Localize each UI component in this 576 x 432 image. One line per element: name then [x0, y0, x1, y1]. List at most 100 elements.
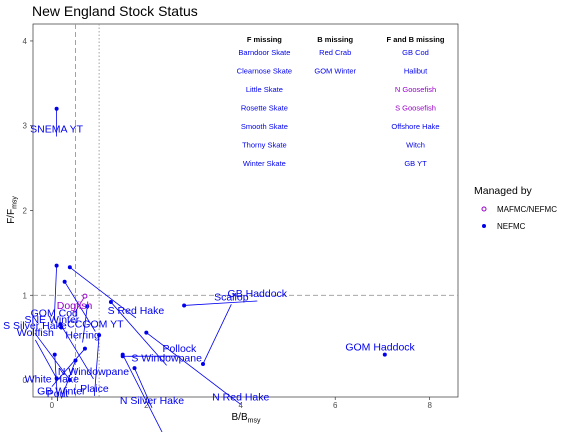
x-axis-ticks: 0 2 4 6 8: [50, 397, 432, 410]
x-tick-label: 6: [333, 401, 338, 410]
legend: Managed by MAFMC/NEFMC NEFMC: [474, 185, 557, 231]
table-item-thorny-skate: Thorny Skate: [242, 141, 287, 150]
y-tick-label: 3: [23, 122, 28, 131]
label-wolffish: Wolffish: [17, 327, 54, 339]
x-axis-title-sub: msy: [248, 418, 261, 425]
point-ccgom-yt: [62, 279, 67, 284]
y-axis-ticks: 0 1 2 3 4: [23, 37, 33, 385]
legend-label-nefmc: NEFMC: [497, 222, 526, 231]
label-snema-yt: SNEMA YT: [30, 124, 83, 136]
connector-herring: [82, 306, 88, 343]
legend-items: MAFMC/NEFMC NEFMC: [481, 205, 557, 231]
table-item-smooth-skate: Smooth Skate: [241, 122, 288, 131]
connector-dogfish: [74, 295, 86, 314]
data-points: [52, 106, 387, 383]
label-white-hake: White Hake: [25, 374, 79, 386]
point-n-windowpane: [58, 322, 63, 327]
table-item-witch: Witch: [406, 141, 425, 150]
point-dogfish: [82, 293, 88, 299]
point-pout: [52, 352, 57, 357]
legend-key-mafmc-nefmc: [481, 206, 487, 212]
label-sne-winter: SNE Winter: [24, 314, 79, 326]
label-connectors: [34, 108, 258, 432]
connector-n-red-hake: [146, 332, 242, 405]
label-gb-winter: GB Winter: [37, 385, 86, 397]
legend-label-mafmc-nefmc: MAFMC/NEFMC: [497, 205, 557, 214]
point-s-silver-hake: [67, 378, 72, 383]
label-herring: Herring: [65, 330, 100, 342]
table-item-n-goosefish: N Goosefish: [395, 85, 436, 94]
label-gom-cod: GOM Cod: [31, 307, 78, 319]
connector-s-windowpane: [110, 301, 167, 366]
table-item-halibut: Halibut: [404, 67, 428, 76]
point-herring: [85, 304, 90, 309]
connector-s-red-hake: [69, 266, 137, 319]
label-dogfish: Dogfish: [57, 300, 93, 312]
label-gb-haddock: GB Haddock: [228, 288, 288, 300]
point-n-silver-hake: [132, 366, 137, 371]
y-tick-label: 1: [23, 291, 28, 300]
point-s-windowpane: [108, 300, 113, 305]
table-header-f-and-b-missing: F and B missing: [387, 35, 445, 44]
point-scallop: [201, 361, 205, 366]
connector-scallop: [202, 304, 232, 365]
table-item-winter-skate: Winter Skate: [243, 159, 286, 168]
reference-lines: [33, 24, 458, 397]
table-item-barndoor-skate: Barndoor Skate: [238, 48, 290, 57]
point-gb-haddock: [182, 303, 187, 308]
connector-n-silver-hake: [134, 368, 153, 408]
y-axis-title-main: F/F: [6, 209, 17, 224]
label-scallop: Scallop: [214, 291, 249, 303]
table-item-clearnose-skate: Clearnose Skate: [237, 67, 292, 76]
point-n-red-hake: [144, 330, 149, 335]
table-item-rosette-skate: Rosette Skate: [241, 104, 288, 113]
point-gom-haddock: [382, 352, 387, 357]
label-s-silver-hake: S Silver Hake: [3, 320, 67, 332]
x-axis-title-main: B/B: [232, 412, 248, 423]
table-header-f-missing: F missing: [247, 35, 282, 44]
label-n-red-hake: N Red Hake: [212, 391, 269, 403]
y-axis-title-sub: msy: [12, 196, 19, 209]
legend-key-nefmc: [482, 224, 486, 228]
table-item-little-skate: Little Skate: [246, 85, 283, 94]
y-tick-label: 0: [23, 376, 28, 385]
label-s-windowpane: S Windowpane: [131, 352, 202, 364]
point-snema-yt: [54, 106, 59, 111]
point-white-hake: [82, 346, 87, 351]
x-tick-label: 8: [427, 401, 432, 410]
y-axis-title: F/Fmsy: [6, 196, 19, 224]
x-tick-label: 4: [239, 401, 244, 410]
label-n-silver-hake: N Silver Hake: [120, 395, 184, 407]
connector-redfish: [122, 354, 163, 432]
connector-plaice: [93, 335, 100, 396]
x-axis-title: B/Bmsy: [232, 412, 261, 425]
label-plaice: Plaice: [80, 383, 109, 395]
label-pollock: Pollock: [162, 343, 197, 355]
table-header-b-missing: B missing: [317, 35, 353, 44]
legend-title: Managed by: [474, 185, 533, 197]
connector-gb-haddock: [184, 300, 258, 306]
point-wolffish: [54, 376, 59, 381]
connector-wolffish: [35, 339, 57, 379]
plot-panel: [32, 23, 459, 398]
connector-white-hake: [51, 348, 86, 387]
missing-data-table: F missing Barndoor Skate Clearnose Skate Li…: [237, 35, 445, 168]
table-item-red-crab: Red Crab: [319, 48, 351, 57]
point-gom-cod: [54, 263, 59, 268]
x-tick-label: 2: [144, 401, 149, 410]
table-item-gb-yt: GB YT: [404, 159, 427, 168]
x-tick-label: 0: [50, 401, 55, 410]
y-tick-label: 2: [23, 207, 28, 216]
label-n-windowpane: N Windowpane: [58, 366, 129, 378]
table-item-gb-cod: GB Cod: [402, 48, 429, 57]
y-tick-label: 4: [23, 37, 28, 46]
connector-gom-cod: [53, 265, 58, 321]
connector-ccgom-yt: [64, 281, 96, 332]
label-gom-haddock: GOM Haddock: [345, 341, 415, 353]
point-sne-winter: [59, 325, 64, 330]
table-item-s-goosefish: S Goosefish: [395, 104, 436, 113]
label-ccgom-yt: CCGOM YT: [67, 318, 124, 330]
label-s-red-hake: S Red Hake: [108, 305, 165, 317]
